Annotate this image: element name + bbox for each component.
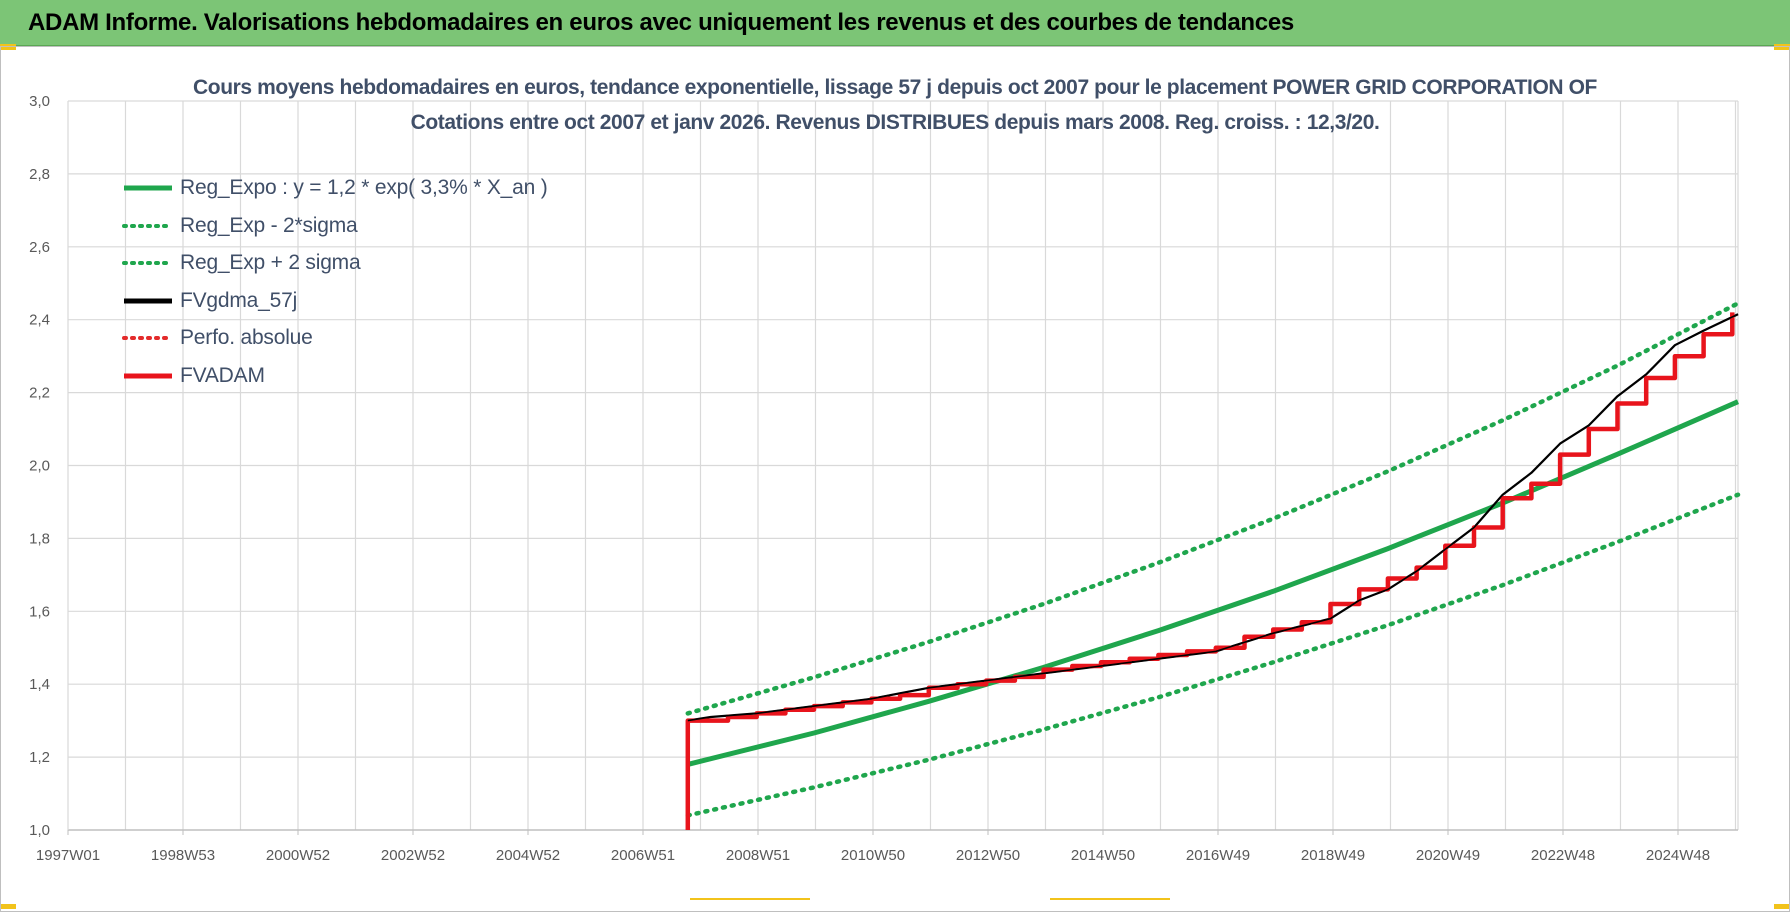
tick-labels: 1,0 1,2 1,4 1,6 1,8 2,0 2,2 2,4 2,6 2,8 3,0 1997W01…: [29, 93, 1710, 864]
x-tick-label: 1997W01: [36, 847, 100, 864]
y-tick-label: 2,2: [29, 385, 50, 402]
series-line: [685, 312, 1735, 830]
legend-swatch: [122, 261, 174, 265]
y-tick-label: 1,8: [29, 530, 50, 547]
y-tick-label: 3,0: [29, 93, 50, 110]
x-tick-label: 2008W51: [726, 847, 790, 864]
legend-label: FVADAM: [180, 363, 265, 387]
legend-label: FVgdma_57j: [180, 288, 298, 312]
x-tick-label: 2016W49: [1186, 847, 1250, 864]
series-line: [687, 313, 1739, 722]
x-tick-label: 2018W49: [1301, 847, 1365, 864]
legend-swatch: [124, 298, 172, 303]
x-tick-label: 2024W48: [1646, 847, 1710, 864]
series-line: [685, 301, 1741, 716]
y-tick-label: 2,4: [29, 312, 50, 329]
corner-accent: [0, 44, 16, 50]
axes: [67, 101, 1738, 835]
header-bar: [0, 0, 1790, 46]
x-tick-label: 2020W49: [1416, 847, 1480, 864]
chart-subtitle: Cotations entre oct 2007 et janv 2026. R…: [410, 111, 1380, 134]
y-tick-label: 1,4: [29, 676, 50, 693]
x-tick-label: 2014W50: [1071, 847, 1135, 864]
y-tick-label: 1,0: [29, 822, 50, 839]
bottom-accent: [1050, 898, 1170, 900]
legend-label: Reg_Expo : y = 1,2 * exp( 3,3% * X_an ): [180, 176, 548, 199]
x-tick-label: 1998W53: [151, 847, 215, 864]
legend-swatch: [124, 185, 172, 191]
y-tick-label: 1,6: [29, 603, 50, 620]
x-tick-label: 2002W52: [381, 847, 445, 864]
legend-swatch: [124, 373, 172, 378]
x-tick-label: 2000W52: [266, 847, 330, 864]
series-lines: [685, 301, 1741, 830]
y-tick-label: 2,6: [29, 239, 50, 256]
legend-label: Reg_Exp - 2*sigma: [180, 213, 358, 237]
legend-label: Reg_Exp + 2 sigma: [180, 251, 361, 274]
legend-swatch: [122, 336, 174, 340]
x-tick-label: 2006W51: [611, 847, 675, 864]
series-line: [687, 313, 1739, 722]
corner-accent: [1774, 904, 1790, 909]
bottom-accent: [690, 898, 810, 900]
y-tick-label: 1,2: [29, 749, 50, 766]
legend-label: Perfo. absolue: [180, 326, 313, 349]
x-tick-label: 2012W50: [956, 847, 1020, 864]
series-line: [685, 492, 1741, 818]
x-tick-label: 2004W52: [496, 847, 560, 864]
page-title: ADAM Informe. Valorisations hebdomadaire…: [28, 9, 1294, 36]
y-tick-label: 2,8: [29, 166, 50, 183]
y-tick-label: 2,0: [29, 458, 50, 475]
corner-accent: [1774, 44, 1790, 50]
chart-title: Cours moyens hebdomadaires en euros, ten…: [193, 76, 1597, 99]
x-tick-label: 2022W48: [1531, 847, 1595, 864]
legend-swatch: [122, 223, 174, 228]
corner-accent: [0, 904, 16, 909]
x-tick-label: 2010W50: [841, 847, 905, 864]
gridlines: [68, 100, 1739, 830]
